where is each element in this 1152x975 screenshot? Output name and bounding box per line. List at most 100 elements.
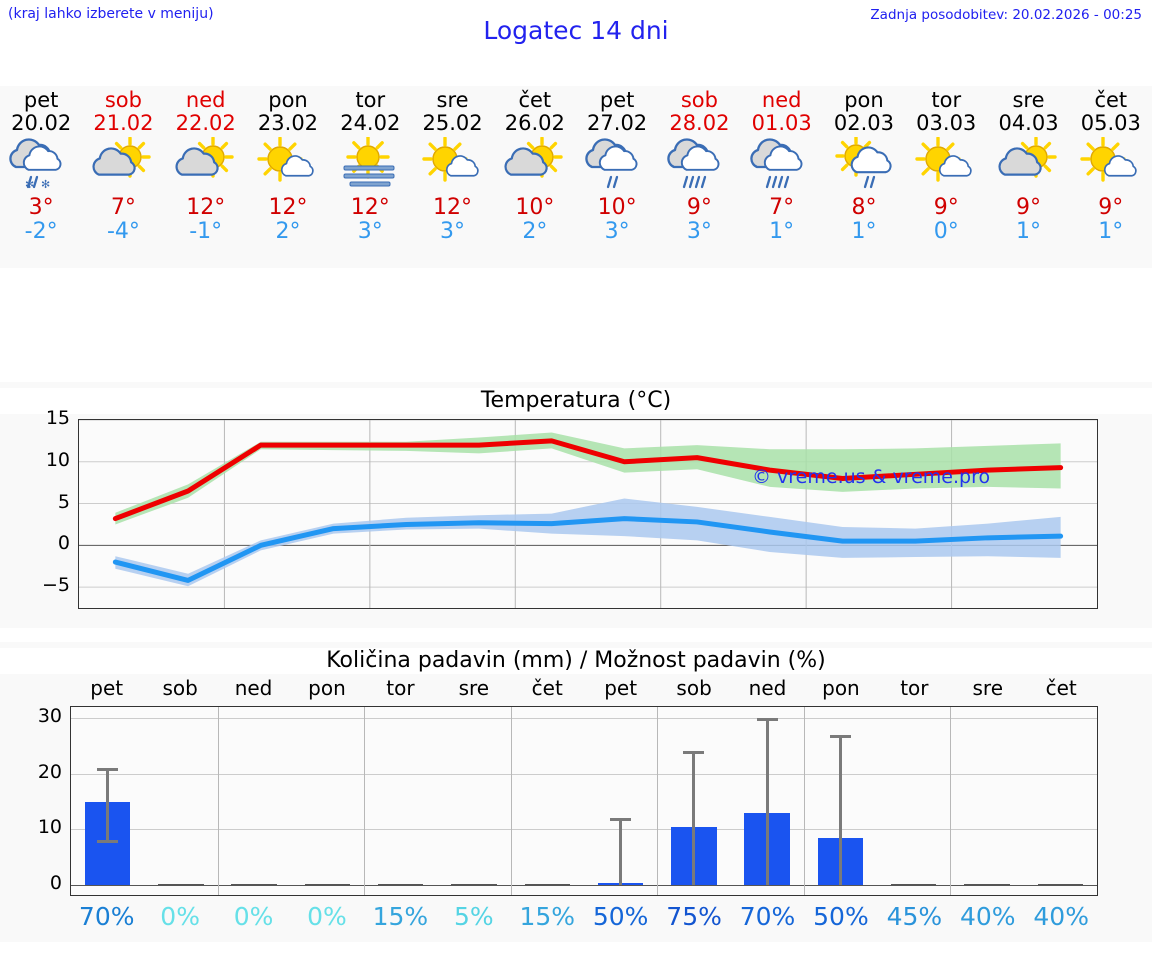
precip-day-label: sob — [676, 676, 712, 700]
precip-bar-zero — [1037, 883, 1084, 886]
precip-bar-zero — [158, 883, 204, 886]
precipitation-probability-row: 70% 0% 0% 0% 15% 5% 15% 50% 75% 70% 50% 45% 40% 40% — [70, 902, 1098, 938]
precip-gridline — [71, 718, 1097, 720]
temp-high: 9° — [933, 195, 959, 220]
day-column[interactable]: ned 22.02 12° -1° — [165, 86, 247, 268]
day-column[interactable]: pon 02.03 8° 1° — [823, 86, 905, 268]
day-date: 26.02 — [504, 111, 565, 135]
weather-icon-wrap — [576, 136, 658, 194]
day-of-week: pet — [23, 88, 59, 112]
svg-text:✻: ✻ — [41, 178, 50, 191]
precipitation-chart-title: Količina padavin (mm) / Možnost padavin … — [0, 648, 1152, 674]
precip-gridline — [71, 829, 1097, 831]
day-column[interactable]: tor 03.03 9° 0° — [905, 86, 987, 268]
precip-bar-zero — [964, 883, 1010, 886]
temp-high: 10° — [597, 195, 637, 220]
weather-icon-wrap — [494, 136, 576, 194]
precip-day-label: sre — [458, 676, 490, 700]
temp-high: 8° — [851, 195, 877, 220]
sun-cloud-rain-icon — [835, 137, 892, 189]
cloud-rain-icon — [749, 138, 803, 189]
precip-day-label: tor — [386, 676, 415, 700]
precip-vgridline — [657, 707, 659, 895]
day-of-week: sre — [436, 88, 469, 112]
day-column[interactable]: sob 21.02 7° -4° — [82, 86, 164, 268]
day-of-week: pet — [599, 88, 635, 112]
precip-day-label: pon — [308, 676, 346, 700]
precip-probability: 40% — [1033, 902, 1089, 931]
weather-icon-wrap — [658, 136, 740, 194]
cloud-rain-snow-icon: ✻ ✻ — [9, 138, 62, 191]
precip-vgridline — [217, 707, 219, 895]
temp-low: -2° — [24, 219, 58, 244]
day-column[interactable]: sob 28.02 9° 3° — [658, 86, 740, 268]
day-column[interactable]: pet 27.02 10° 3° — [576, 86, 658, 268]
day-column[interactable]: pon 23.02 12° 2° — [247, 86, 329, 268]
day-column[interactable]: tor 24.02 12° 3° — [329, 86, 411, 268]
precip-vgridline — [803, 707, 805, 895]
precip-probability: 0% — [307, 902, 347, 931]
sun-cloud-icon — [997, 137, 1057, 178]
precip-day-label: čet — [1045, 676, 1077, 700]
temp-y-tick: 10 — [45, 448, 70, 471]
precip-error-bar — [106, 768, 110, 841]
precip-error-cap — [683, 751, 705, 755]
precipitation-day-labels: pet sob ned pon tor sre čet pet sob ned pon tor sre č… — [70, 676, 1098, 702]
day-date: 21.02 — [93, 111, 154, 135]
temp-low: 3° — [440, 219, 466, 244]
weather-icon-wrap — [165, 136, 247, 194]
precip-probability: 50% — [813, 902, 869, 931]
sun-small-cloud-icon — [915, 137, 972, 182]
precip-day-label: čet — [531, 676, 563, 700]
temp-low: 2° — [275, 219, 301, 244]
temperature-svg — [79, 420, 1097, 608]
day-of-week: čet — [518, 88, 552, 112]
day-date: 25.02 — [422, 111, 483, 135]
day-column[interactable]: čet 05.03 9° 1° — [1070, 86, 1152, 268]
precip-day-label: pet — [90, 676, 124, 700]
day-date: 02.03 — [833, 111, 895, 135]
precip-bar-zero — [451, 883, 497, 886]
day-of-week: tor — [355, 88, 386, 112]
temp-high: 12° — [268, 195, 308, 220]
precip-y-tick: 10 — [37, 816, 62, 839]
day-of-week: sob — [680, 88, 718, 112]
sun-cloud-icon — [504, 137, 563, 178]
precip-gridline — [71, 884, 1097, 886]
day-date: 27.02 — [587, 111, 648, 135]
temp-high: 12° — [350, 195, 390, 220]
day-of-week: sob — [104, 88, 142, 112]
precip-error-bar — [692, 751, 696, 885]
temperature-chart-title: Temperatura (°C) — [0, 388, 1152, 414]
day-column[interactable]: ned 01.03 7° 1° — [741, 86, 823, 268]
temp-high: 9° — [686, 195, 712, 220]
precip-gridline — [71, 773, 1097, 775]
day-date: 01.03 — [751, 111, 812, 135]
precip-day-label: ned — [748, 676, 787, 700]
temp-high: 7° — [110, 195, 136, 220]
daily-forecast-strip: pet 20.02 ✻ ✻ 3° -2° sob 21.02 7° -4° ned 22.02 1… — [0, 86, 1152, 268]
precip-bar-zero — [304, 883, 351, 886]
precip-vgridline — [364, 707, 366, 895]
precip-error-cap — [830, 734, 851, 738]
precip-error-cap — [610, 818, 632, 822]
precip-probability: 15% — [372, 902, 429, 931]
day-column[interactable]: sre 25.02 12° 3° — [411, 86, 493, 268]
weather-icon-wrap — [1070, 136, 1152, 194]
cloud-rain-icon — [667, 138, 720, 189]
day-of-week: pon — [268, 88, 308, 112]
weather-icon-wrap — [411, 136, 493, 194]
precip-bar-zero — [524, 883, 571, 886]
day-date: 20.02 — [11, 111, 72, 135]
precip-y-tick: 30 — [37, 705, 62, 728]
day-column[interactable]: čet 26.02 10° 2° — [494, 86, 576, 268]
day-column[interactable]: sre 04.03 9° 1° — [987, 86, 1069, 268]
day-column[interactable]: pet 20.02 ✻ ✻ 3° -2° — [0, 86, 82, 268]
temp-low: 0° — [933, 219, 959, 244]
day-date: 03.03 — [916, 111, 977, 135]
temp-low: -4° — [106, 219, 140, 244]
precip-probability: 50% — [592, 902, 649, 931]
precip-y-tick: 20 — [37, 760, 62, 783]
sun-cloud-icon — [175, 137, 234, 178]
